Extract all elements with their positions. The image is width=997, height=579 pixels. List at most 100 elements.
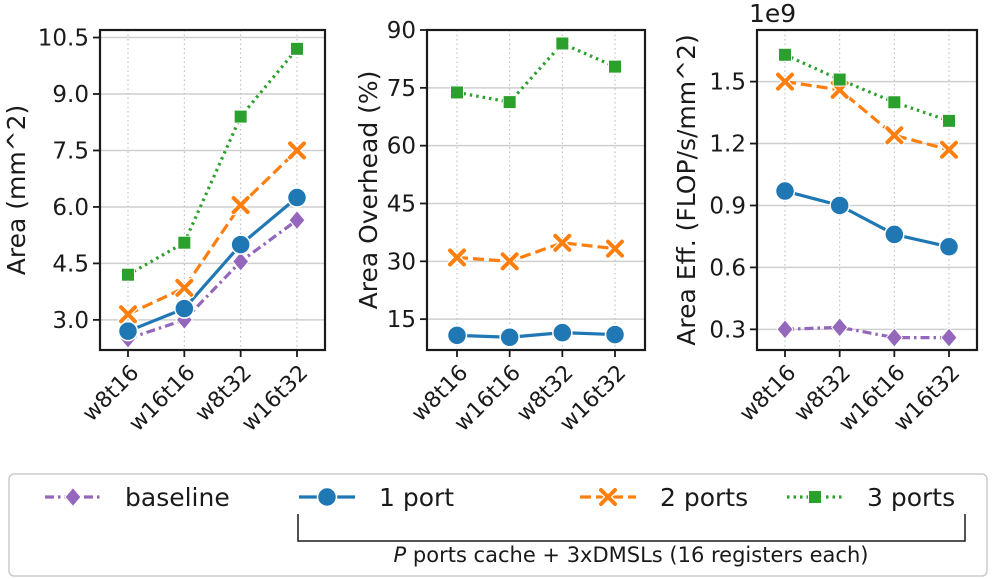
y-axis-label: Area Eff. (FLOP/s/mm^2)	[672, 34, 701, 346]
plot-frame	[98, 28, 327, 352]
y-tick-label: 75	[387, 76, 416, 102]
data-point	[555, 36, 570, 51]
series-1-port	[446, 322, 626, 348]
y-tick-label: 10.5	[38, 26, 89, 52]
data-point	[938, 139, 960, 160]
data-point	[286, 187, 308, 208]
legend: baseline 1 port 2 ports 3 ports P ports cac…	[8, 473, 988, 577]
data-point	[884, 125, 905, 146]
data-point	[778, 47, 792, 62]
series-line	[784, 325, 949, 340]
data-point	[288, 209, 306, 231]
y-tick-label: 9.0	[52, 82, 89, 108]
series-3-ports	[121, 41, 304, 282]
data-point	[938, 236, 960, 258]
data-point	[177, 235, 192, 250]
data-point	[776, 319, 794, 340]
data-point	[174, 277, 195, 299]
series-3-ports	[450, 36, 622, 110]
data-point	[499, 251, 520, 272]
data-point	[604, 324, 626, 345]
y-tick-label: 6.0	[52, 195, 89, 221]
data-point	[502, 95, 517, 110]
data-point	[552, 232, 573, 254]
legend-bracket-caption: P ports cache + 3xDMSLs (16 registers ea…	[394, 543, 869, 567]
data-point	[604, 238, 626, 259]
y-tick-label: 3.0	[52, 308, 89, 334]
data-point	[552, 322, 573, 343]
legend-label: 1 port	[379, 483, 454, 512]
legend-entry-2-ports: 2 ports	[580, 483, 748, 512]
data-point	[774, 180, 796, 202]
y-tick-label: 30	[387, 249, 416, 275]
data-point	[884, 224, 905, 245]
legend-marker	[64, 486, 82, 508]
bracket-caption-suffix: ports cache + 3xDMSLs (16 registers each…	[406, 543, 868, 567]
data-point	[887, 95, 902, 110]
series-1-port	[774, 180, 960, 258]
y-tick-label: 7.5	[52, 138, 89, 164]
series-line	[127, 47, 299, 277]
plot-frame	[755, 28, 979, 352]
legend-marker	[597, 486, 619, 508]
data-point	[608, 59, 622, 74]
y-tick-label: 0.9	[709, 193, 746, 219]
data-point	[885, 327, 903, 348]
data-point	[174, 298, 195, 319]
x-tick-label: w8t16	[735, 361, 801, 427]
data-point	[499, 327, 520, 348]
y-tick-label: 45	[387, 191, 416, 217]
data-point	[121, 267, 135, 282]
data-point	[940, 327, 958, 348]
series-2-ports	[117, 140, 308, 325]
chart-panel-3: 0.30.60.91.21.5w8t16w8t32w16t16w16t32Are…	[672, 0, 979, 437]
series-3-ports	[778, 47, 956, 128]
y-tick-label: 60	[387, 134, 416, 160]
legend-label: baseline	[125, 483, 230, 512]
y-tick-label: 4.5	[52, 251, 89, 277]
y-scale-multiplier: 1e9	[749, 0, 796, 28]
series-line	[127, 196, 299, 333]
y-axis-label: Area Overhead (%)	[354, 71, 383, 310]
series-2-ports	[446, 232, 626, 272]
data-point	[230, 194, 251, 216]
data-point	[232, 251, 250, 272]
data-point	[290, 41, 304, 56]
data-point	[117, 303, 139, 325]
data-point	[230, 234, 251, 255]
data-point	[831, 317, 849, 338]
data-point	[774, 71, 796, 92]
legend-bracket	[297, 514, 966, 542]
bracket-caption-prefix: P	[394, 543, 407, 567]
series-baseline	[776, 317, 958, 348]
legend-entry-3-ports: 3 ports	[787, 483, 955, 512]
legend-marker	[316, 486, 338, 508]
y-tick-label: 0.3	[709, 317, 746, 343]
y-axis-label: Area (mm^2)	[2, 105, 31, 276]
data-point	[832, 72, 847, 87]
legend-frame	[8, 473, 988, 577]
legend-marker	[808, 490, 822, 504]
series-line	[127, 149, 299, 316]
plot-frame	[425, 28, 647, 352]
legend-entry-1-port: 1 port	[299, 483, 454, 512]
y-tick-label: 90	[387, 18, 416, 44]
chart-panel-1: 3.04.56.07.59.010.5w8t16w16t16w8t32w16t3…	[2, 26, 327, 437]
legend-label: 2 ports	[660, 483, 748, 512]
data-point	[446, 325, 468, 346]
data-point	[829, 195, 850, 216]
y-tick-label: 15	[387, 307, 416, 333]
series-line	[456, 41, 616, 104]
series-line	[784, 189, 950, 249]
y-tick-label: 1.5	[709, 70, 746, 96]
data-point	[450, 85, 464, 100]
series-line	[784, 80, 950, 152]
y-tick-label: 0.6	[709, 255, 746, 281]
series-line	[456, 241, 616, 263]
series-baseline	[119, 209, 306, 349]
series-line	[456, 331, 616, 339]
legend-label: 3 ports	[867, 483, 955, 512]
data-point	[286, 140, 308, 161]
